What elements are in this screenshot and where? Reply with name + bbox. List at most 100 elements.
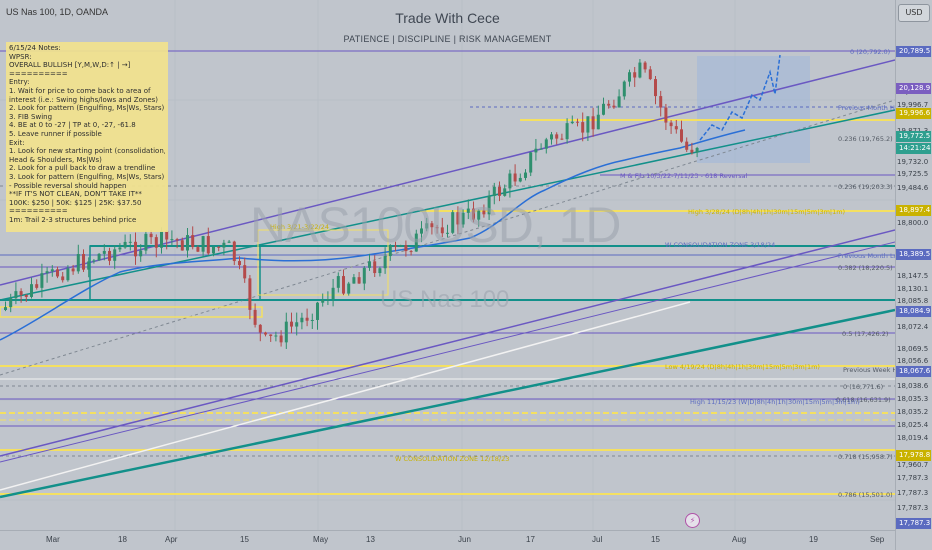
candle-body xyxy=(456,212,460,225)
candle-body xyxy=(290,321,293,327)
candle-body xyxy=(607,103,611,106)
dashed-trendline xyxy=(0,99,895,376)
candle-body xyxy=(40,273,44,288)
time-tick-label: 15 xyxy=(240,535,249,544)
candle-body xyxy=(331,287,335,300)
white-trendline xyxy=(0,301,691,491)
candle-body xyxy=(695,147,699,153)
note-line: ========== xyxy=(9,69,68,78)
candle-body xyxy=(544,139,548,149)
candle-body xyxy=(295,322,299,327)
candle-body xyxy=(76,254,80,272)
candle-body xyxy=(284,321,288,343)
price-tick-label: 18,085.8 xyxy=(897,297,929,305)
time-tick-label: Mar xyxy=(46,535,60,544)
candle-body xyxy=(633,72,637,78)
currency-button[interactable]: USD xyxy=(898,4,930,22)
symbol-watermark-sub: US Nas 100 xyxy=(380,286,510,313)
candle-body xyxy=(326,299,330,301)
time-axis[interactable] xyxy=(0,530,895,550)
candle-body xyxy=(357,277,361,284)
price-badge: 19,996.6 xyxy=(896,108,931,119)
note-line: 3. FIB Swing xyxy=(9,112,53,121)
time-tick-label: Jun xyxy=(458,535,471,544)
candle-body xyxy=(316,302,319,320)
candle-body xyxy=(222,242,226,248)
fib-0-low-label: 0 (16,771.6) xyxy=(843,383,883,391)
price-chart[interactable]: 0 (20,792.0) Previous Month High 0.236 (… xyxy=(0,0,895,530)
candle-body xyxy=(674,126,678,130)
candle-body xyxy=(336,276,340,288)
candle-body xyxy=(206,236,210,254)
note-line: **IF IT'S NOT CLEAN, DON'T TAKE IT** xyxy=(9,190,142,199)
high-3-21-label: High 3/21-3/22/24 xyxy=(270,223,329,231)
candle-body xyxy=(4,307,7,310)
candle-body xyxy=(108,250,111,261)
price-tick-label: 19,484.6 xyxy=(897,184,929,192)
trading-notes[interactable]: 6/15/24 Notes: WPSR: OVERALL BULLISH [Y,M,… xyxy=(6,42,168,232)
candle-body xyxy=(243,265,247,279)
candle-body xyxy=(602,103,605,115)
candle-body xyxy=(97,253,101,261)
time-tick-label: 15 xyxy=(651,535,660,544)
time-tick-label: Jul xyxy=(592,535,603,544)
candle-body xyxy=(654,79,657,97)
candle-body xyxy=(628,72,631,82)
price-badge: 17,787.3 xyxy=(896,518,931,529)
teal-trendline xyxy=(0,109,895,301)
note-line: Entry: xyxy=(9,78,30,87)
candle-body xyxy=(165,230,169,240)
candle-body xyxy=(310,319,314,321)
price-tick-label: 18,035.3 xyxy=(897,395,929,403)
candle-body xyxy=(347,283,351,294)
candle-body xyxy=(643,62,647,70)
price-badge: 20,128.9 xyxy=(896,83,931,94)
note-line: Head & Shoulders, Ms|Ws) xyxy=(9,155,102,164)
tradingview-event-icon[interactable]: ⚡ xyxy=(685,513,700,528)
candle-body xyxy=(596,114,600,130)
symbol-label[interactable]: US Nas 100, 1D, OANDA xyxy=(6,7,109,17)
candle-body xyxy=(383,256,387,269)
price-tick-label: 18,800.0 xyxy=(897,219,929,227)
candle-body xyxy=(19,291,23,295)
m-fib-label: M & Fib 10/3/22-7/11/23 - 618 Reversal xyxy=(620,172,748,180)
fib-0236b-label: 0.236 (19,765.2) xyxy=(838,135,893,143)
candle-body xyxy=(196,247,200,252)
candle-body xyxy=(388,245,392,257)
chart-subtitle: PATIENCE | DISCIPLINE | RISK MANAGEMENT xyxy=(343,34,552,44)
candle-body xyxy=(513,173,517,182)
candle-body xyxy=(186,235,189,251)
candle-body xyxy=(134,241,137,257)
candle-body xyxy=(570,121,574,124)
candle-body xyxy=(180,240,184,251)
candle-body xyxy=(466,208,470,213)
candle-body xyxy=(503,188,507,196)
candle-body xyxy=(560,138,564,140)
note-line: WPSR: xyxy=(9,52,32,61)
purple-lower-trendline-1 xyxy=(0,229,895,457)
candle-body xyxy=(362,267,366,284)
time-tick-label: May xyxy=(313,535,329,544)
price-tick-label: 18,056.6 xyxy=(897,357,929,365)
prev-week-high-label: Previous Week High xyxy=(843,366,895,374)
high-3-28-label: High 3/28/24 (D|8h|4h|1h|30m|15m|5m|3m|1… xyxy=(688,208,845,216)
candle-body xyxy=(253,309,257,325)
candle-body xyxy=(61,276,65,281)
price-tick-label: 18,072.4 xyxy=(897,323,929,331)
trend-lines xyxy=(0,59,895,499)
symbol-watermark: NAS100USD, 1D xyxy=(250,197,621,253)
fib-0236-label: 0.236 (19,203.3) xyxy=(838,183,893,191)
w-consolidation-2-label: W CONSOLIDATION ZONE 12/18/23 xyxy=(395,455,509,463)
candle-body xyxy=(248,278,252,310)
candle-body xyxy=(409,251,413,253)
candle-body xyxy=(482,210,486,215)
candle-body xyxy=(238,261,241,266)
candle-body xyxy=(591,116,595,130)
candle-body xyxy=(170,239,174,241)
fib-0786-label: 0.786 (15,501.0) xyxy=(838,491,893,499)
candle-body xyxy=(529,152,533,173)
candle-body xyxy=(50,269,54,272)
price-tick-label: 18,130.1 xyxy=(897,285,929,293)
candle-body xyxy=(508,173,512,189)
